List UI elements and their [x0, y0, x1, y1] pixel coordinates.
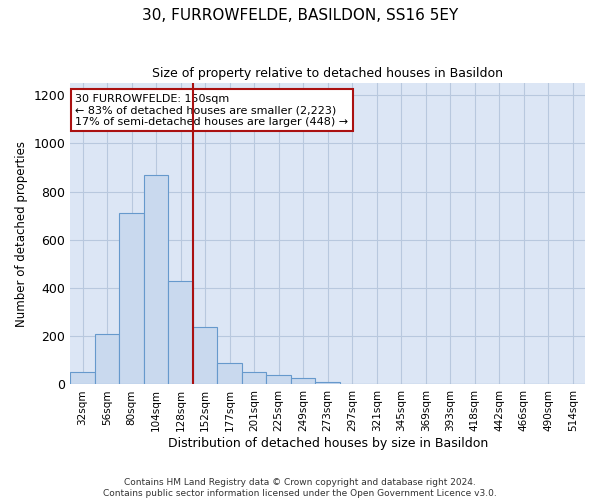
Title: Size of property relative to detached houses in Basildon: Size of property relative to detached ho…: [152, 68, 503, 80]
Bar: [95, 334, 119, 384]
Bar: [291, 378, 316, 384]
Text: Contains HM Land Registry data © Crown copyright and database right 2024.
Contai: Contains HM Land Registry data © Crown c…: [103, 478, 497, 498]
Text: 30 FURROWFELDE: 150sqm
← 83% of detached houses are smaller (2,223)
17% of semi-: 30 FURROWFELDE: 150sqm ← 83% of detached…: [76, 94, 349, 127]
Bar: [70, 372, 95, 384]
Bar: [266, 375, 291, 384]
Bar: [316, 382, 340, 384]
Bar: [144, 174, 169, 384]
X-axis label: Distribution of detached houses by size in Basildon: Distribution of detached houses by size …: [167, 437, 488, 450]
Bar: [119, 214, 144, 384]
Y-axis label: Number of detached properties: Number of detached properties: [15, 141, 28, 327]
Bar: [242, 372, 266, 384]
Bar: [169, 281, 193, 384]
Bar: [217, 363, 242, 384]
Text: 30, FURROWFELDE, BASILDON, SS16 5EY: 30, FURROWFELDE, BASILDON, SS16 5EY: [142, 8, 458, 22]
Bar: [193, 326, 217, 384]
